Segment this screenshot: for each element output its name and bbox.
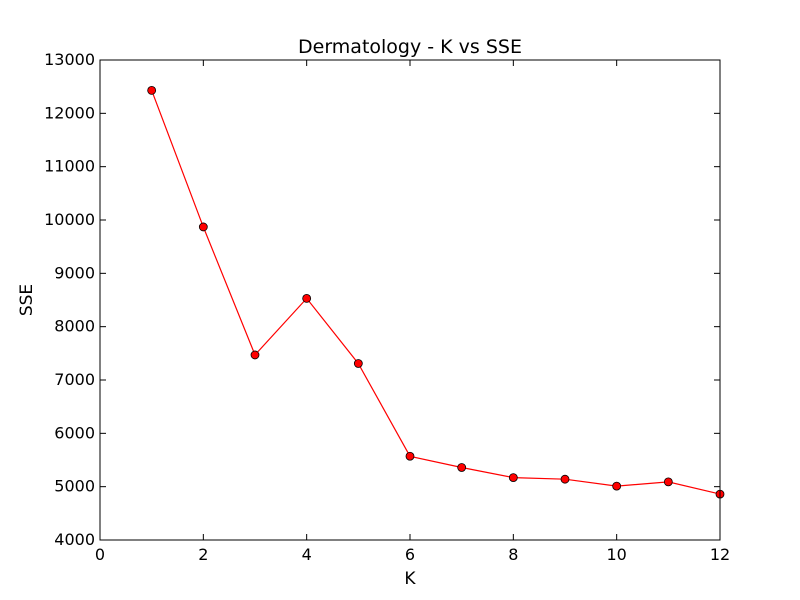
y-tick-label: 5000 bbox=[54, 477, 95, 496]
data-point bbox=[302, 293, 312, 303]
x-tick-label: 4 bbox=[302, 545, 312, 564]
data-point bbox=[663, 477, 673, 487]
data-point bbox=[560, 474, 570, 484]
x-tick-label: 12 bbox=[710, 545, 730, 564]
data-point bbox=[457, 463, 467, 472]
y-tick-label: 6000 bbox=[54, 423, 95, 442]
x-axis-label: K bbox=[404, 569, 416, 589]
data-point bbox=[198, 222, 208, 232]
x-tick-label: 10 bbox=[606, 545, 626, 564]
x-tick-label: 2 bbox=[198, 545, 208, 564]
data-point bbox=[250, 350, 260, 360]
y-tick-label: 12000 bbox=[44, 103, 95, 122]
x-axis: 0 2 4 6 8 10 12 bbox=[95, 60, 730, 564]
series-layer bbox=[147, 86, 725, 499]
y-tick-label: 9000 bbox=[54, 263, 95, 282]
y-tick-label: 8000 bbox=[54, 317, 95, 336]
y-axis-label: SSE bbox=[17, 284, 37, 316]
y-tick-label: 11000 bbox=[44, 157, 95, 176]
x-tick-label: 6 bbox=[405, 545, 415, 564]
data-point bbox=[612, 481, 622, 491]
data-point bbox=[508, 473, 518, 483]
data-point bbox=[353, 359, 363, 368]
data-point bbox=[405, 451, 415, 461]
y-tick-label: 7000 bbox=[54, 370, 95, 389]
data-point bbox=[147, 86, 157, 95]
series-line bbox=[151, 90, 721, 495]
y-tick-label: 13000 bbox=[44, 50, 95, 69]
y-tick-label: 4000 bbox=[54, 530, 95, 549]
y-axis: 4000 5000 6000 7000 8000 9000 10000 11000 12000 1… bbox=[44, 50, 720, 549]
x-tick-label: 0 bbox=[95, 545, 105, 564]
chart-title: Dermatology - K vs SSE bbox=[298, 36, 522, 58]
x-tick-label: 8 bbox=[508, 545, 518, 564]
plot-frame bbox=[99, 59, 721, 541]
y-tick-label: 10000 bbox=[44, 210, 95, 229]
